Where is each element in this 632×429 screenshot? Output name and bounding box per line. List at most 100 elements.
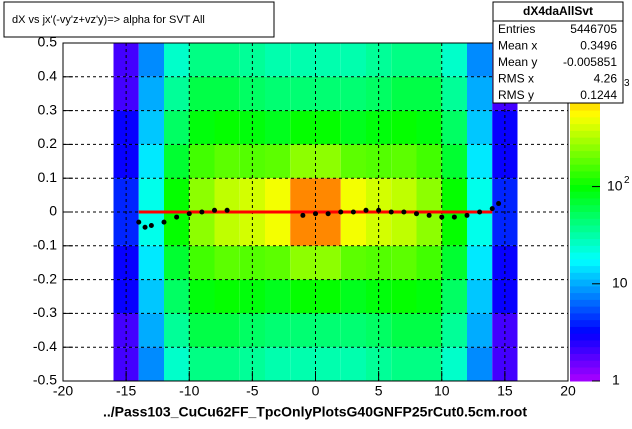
stats-box: dX4daAllSvt Entries 5446705 Mean x 0.3496 Mea… — [492, 1, 624, 104]
y-tick-label: -0.3 — [33, 304, 57, 320]
cell — [189, 313, 215, 348]
color-bar-strip — [570, 184, 600, 193]
cell — [467, 279, 493, 314]
z-tick-exponent: 3 — [624, 78, 630, 89]
profile-point — [451, 214, 457, 220]
cell — [265, 144, 291, 179]
cell — [164, 313, 190, 348]
cell — [416, 144, 442, 179]
cell — [290, 76, 316, 111]
cell — [239, 245, 265, 280]
profile-point — [350, 209, 356, 215]
color-bar-strip — [570, 353, 600, 362]
y-tick-label: 0.1 — [38, 169, 58, 185]
cell — [315, 144, 341, 179]
cell — [391, 144, 417, 179]
cell — [366, 43, 392, 77]
cell — [366, 313, 392, 348]
cell — [391, 43, 417, 77]
cell — [467, 144, 493, 179]
cell — [113, 144, 139, 179]
cell — [189, 144, 215, 179]
color-bar-strip — [570, 103, 600, 112]
cell — [265, 313, 291, 348]
cell — [265, 279, 291, 314]
color-bar-strip — [570, 130, 600, 139]
cell — [340, 144, 366, 179]
cell — [467, 76, 493, 111]
profile-point — [401, 209, 407, 215]
cell — [340, 347, 366, 381]
cell — [138, 178, 164, 212]
cell — [164, 178, 190, 212]
stats-frame — [492, 1, 624, 104]
cell — [467, 245, 493, 280]
cell — [441, 313, 467, 348]
cell — [315, 110, 341, 145]
color-bar-strip — [570, 306, 600, 314]
cell — [265, 178, 291, 212]
y-tick-label: 0.4 — [38, 68, 58, 84]
stats-label: Mean x — [498, 39, 537, 53]
cell — [265, 212, 291, 246]
profile-point — [313, 211, 318, 217]
cell — [138, 110, 164, 145]
color-bar-strip — [570, 124, 600, 132]
y-tick-label: -0.2 — [33, 270, 57, 286]
cell — [467, 212, 493, 246]
profile-point — [496, 201, 502, 207]
cell — [492, 144, 518, 179]
cell — [138, 313, 164, 348]
cell — [265, 76, 291, 111]
cell — [340, 212, 366, 246]
y-tick-label: 0.2 — [38, 135, 58, 151]
cell — [290, 110, 316, 145]
cell — [315, 212, 341, 246]
cell — [290, 347, 316, 381]
color-bar-strip — [570, 239, 600, 247]
y-tick-label: -0.4 — [33, 338, 57, 354]
color-bar-strip — [570, 313, 600, 321]
cell — [214, 347, 240, 381]
cell — [265, 245, 291, 280]
profile-point — [224, 207, 230, 213]
cell — [391, 279, 417, 314]
color-bar-strip — [570, 272, 600, 281]
stats-value: 5446705 — [570, 22, 617, 36]
cell — [416, 76, 442, 111]
cell — [265, 110, 291, 145]
y-tick-label: -0.5 — [33, 372, 57, 388]
cell — [366, 245, 392, 280]
color-bar-strip — [570, 212, 600, 220]
color-bar-strip — [570, 205, 600, 213]
cell — [113, 313, 139, 348]
color-bar: 110102103 — [570, 43, 630, 388]
profile-point — [174, 214, 180, 220]
cell — [441, 279, 467, 314]
cell — [164, 144, 190, 179]
cell — [391, 347, 417, 381]
cell — [189, 279, 215, 314]
color-bar-strip — [570, 110, 600, 118]
cell — [290, 245, 316, 280]
x-tick-label: -10 — [179, 383, 199, 399]
cell — [214, 144, 240, 179]
x-tick-label: 15 — [497, 383, 513, 399]
cell — [239, 313, 265, 348]
color-bar-strip — [570, 171, 600, 179]
cell — [138, 212, 164, 246]
cell — [138, 43, 164, 77]
color-bar-strip — [570, 225, 600, 233]
color-bar-strip — [570, 218, 600, 227]
color-bar-strip — [570, 374, 600, 382]
cell — [441, 76, 467, 111]
x-tick-label: 10 — [434, 383, 450, 399]
cell — [138, 245, 164, 280]
cell — [113, 245, 139, 280]
cell — [265, 43, 291, 77]
cell — [340, 43, 366, 77]
stats-label: Entries — [498, 22, 535, 36]
color-bar-strip — [570, 117, 600, 125]
color-bar-strip — [570, 333, 600, 341]
